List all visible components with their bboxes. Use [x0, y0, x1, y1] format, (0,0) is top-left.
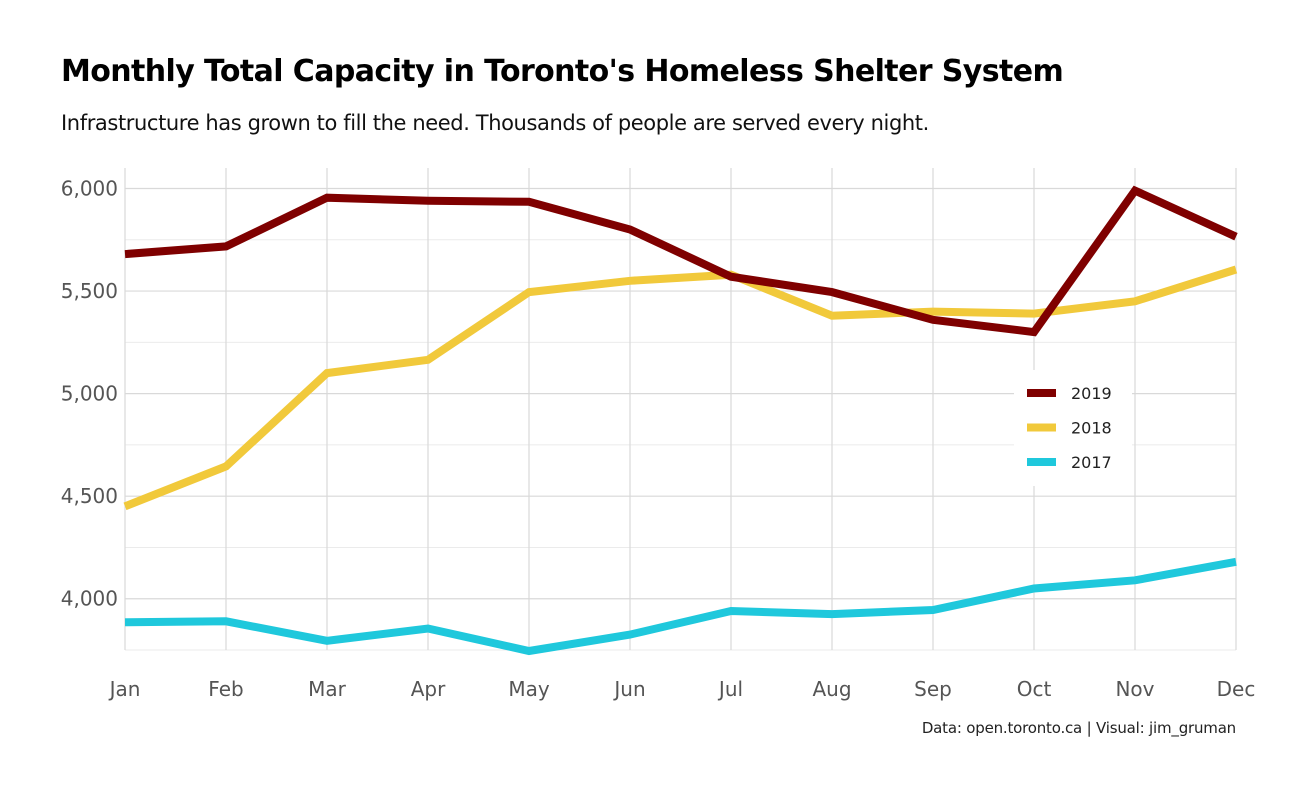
legend-label-2017: 2017 [1071, 453, 1112, 472]
x-tick-label: Mar [308, 677, 347, 701]
x-tick-label: Jul [717, 677, 743, 701]
legend-label-2019: 2019 [1071, 384, 1112, 403]
legend-label-2018: 2018 [1071, 419, 1112, 438]
x-tick-label: Jan [108, 677, 141, 701]
x-tick-label: Jun [612, 677, 645, 701]
x-tick-label: Nov [1115, 677, 1154, 701]
x-tick-label: May [508, 677, 550, 701]
x-tick-label: Dec [1217, 677, 1256, 701]
legend: 2019 2018 2017 [1014, 370, 1132, 486]
y-tick-label: 5,000 [61, 382, 118, 406]
series-line-2017 [124, 557, 1237, 656]
y-tick-label: 6,000 [61, 177, 118, 201]
x-tick-label: Aug [812, 677, 851, 701]
x-tick-label: Feb [208, 677, 243, 701]
series-line-2019 [124, 185, 1238, 337]
series-lines [123, 185, 1238, 656]
x-tick-label: Oct [1017, 677, 1052, 701]
chart-subtitle: Infrastructure has grown to fill the nee… [61, 111, 929, 135]
y-tick-label: 5,500 [61, 279, 118, 303]
chart-title: Monthly Total Capacity in Toronto's Home… [61, 54, 1064, 89]
x-tick-label: Apr [411, 677, 446, 701]
x-tick-label: Sep [914, 677, 952, 701]
chart-caption: Data: open.toronto.ca | Visual: jim_grum… [921, 719, 1236, 737]
y-tick-label: 4,000 [61, 587, 118, 611]
y-tick-label: 4,500 [61, 484, 118, 508]
